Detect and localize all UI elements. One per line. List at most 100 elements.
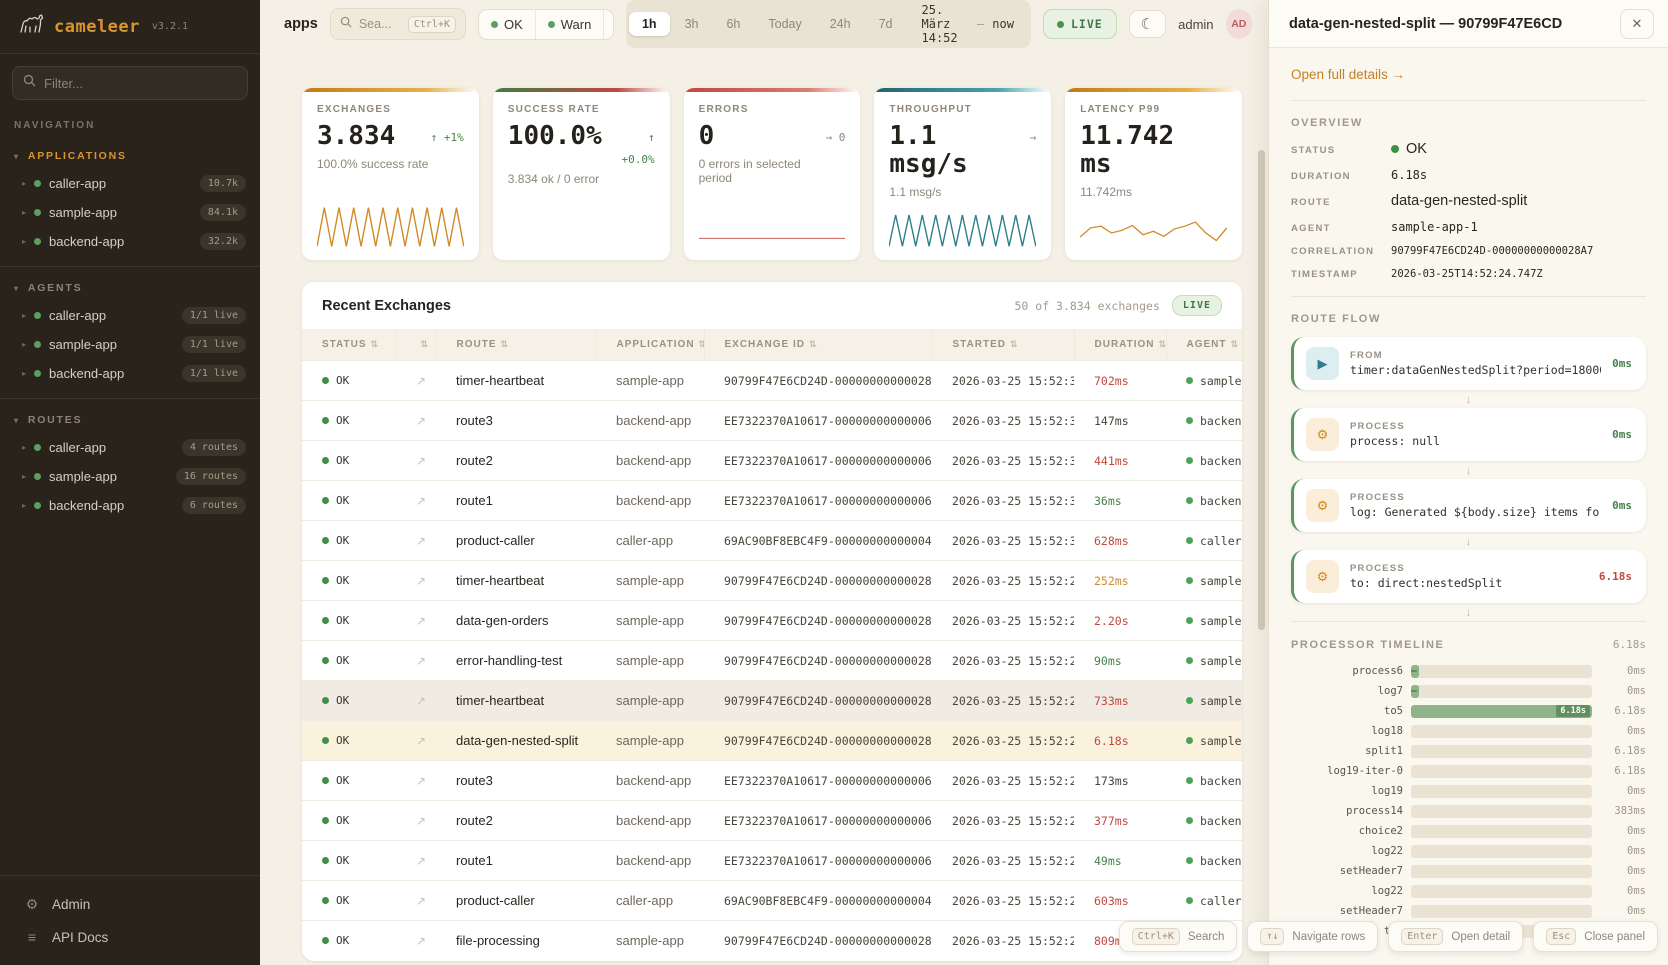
sidebar-item-agent[interactable]: ▸ caller-app 1/1 live [0,301,260,330]
timeline-row[interactable]: choice2 0ms [1291,821,1646,841]
table-row[interactable]: OK ↗ timer-heartbeat sample-app 90799F47… [302,360,1242,401]
ok-status-dot [322,497,329,504]
open-exchange-icon[interactable]: ↗ [416,374,427,388]
live-toggle-button[interactable]: LIVE [1042,9,1117,39]
timeline-row[interactable]: split1 6.18s [1291,741,1646,761]
open-full-details-link[interactable]: Open full details → [1291,67,1406,82]
route-flow-step[interactable]: ⚙ PROCESS process: null 0ms [1291,408,1646,461]
time-range-option[interactable]: 1h [628,12,670,36]
table-row[interactable]: OK ↗ timer-heartbeat sample-app 90799F47… [302,680,1242,721]
agent-status-dot [1186,657,1193,664]
open-exchange-icon[interactable]: ↗ [416,854,427,868]
sidebar-filter-input[interactable] [44,75,237,91]
timeline-row[interactable]: log7 0ms [1291,681,1646,701]
timeline-row[interactable]: process14 383ms [1291,801,1646,821]
sidebar-item-application[interactable]: ▸ sample-app 84.1k [0,198,260,227]
table-row[interactable]: OK ↗ data-gen-nested-split sample-app 90… [302,720,1242,761]
agent-label: backen [1200,493,1242,508]
table-row[interactable]: OK ↗ route2 backend-app EE7322370A10617-… [302,440,1242,481]
open-exchange-icon[interactable]: ↗ [416,414,427,428]
sidebar-item-application[interactable]: ▸ caller-app 10.7k [0,169,260,198]
timeline-row[interactable]: setHeader7 0ms [1291,861,1646,881]
section-header-applications[interactable]: ▾ APPLICATIONS [14,150,127,162]
avatar[interactable]: AD [1225,9,1252,39]
open-exchange-icon[interactable]: ↗ [416,734,427,748]
table-row[interactable]: OK ↗ file-processing sample-app 90799F47… [302,920,1242,961]
table-row[interactable]: OK ↗ timer-heartbeat sample-app 90799F47… [302,560,1242,601]
sort-icon: ⇅ [500,339,510,349]
sidebar-item-label: backend-app [49,234,125,249]
open-exchange-icon[interactable]: ↗ [416,894,427,908]
open-exchange-icon[interactable]: ↗ [416,814,427,828]
ok-status-dot [322,457,329,464]
date-range-display[interactable]: 25. März 14:52 — now [921,3,1014,45]
open-exchange-icon[interactable]: ↗ [416,494,427,508]
timeline-row[interactable]: process6 0ms [1291,661,1646,681]
col-agent[interactable]: AGENT ⇅ [1166,329,1242,361]
table-row[interactable]: OK ↗ route2 backend-app EE7322370A10617-… [302,800,1242,841]
open-exchange-icon[interactable]: ↗ [416,654,427,668]
agent-label: sample [1200,573,1242,588]
timeline-row[interactable]: setHeader7 0ms [1291,901,1646,921]
col-status[interactable]: STATUS ⇅ [302,329,397,361]
route-flow-step[interactable]: ▶ FROM timer:dataGenNestedSplit?period=1… [1291,337,1646,390]
open-exchange-icon[interactable]: ↗ [416,774,427,788]
time-range-option[interactable]: 6h [726,17,741,31]
col-started[interactable]: STARTED ⇅ [932,329,1075,361]
live-badge: 1/1 live [181,307,246,324]
close-panel-button[interactable]: ✕ [1620,8,1654,39]
table-row[interactable]: OK ↗ product-caller caller-app 69AC90BF8… [302,520,1242,561]
open-exchange-icon[interactable]: ↗ [416,934,427,949]
sidebar-item-agent[interactable]: ▸ sample-app 1/1 live [0,330,260,359]
date-from: 25. März 14:52 [921,3,958,45]
table-row[interactable]: OK ↗ error-handling-test sample-app 9079… [302,640,1242,681]
table-row[interactable]: OK ↗ route3 backend-app EE7322370A10617-… [302,400,1242,441]
status-filter[interactable]: Warn [534,9,604,39]
scrollbar-thumb[interactable] [1258,150,1265,630]
section-header-routes[interactable]: ▾ ROUTES [14,414,83,426]
table-row[interactable]: OK ↗ product-caller caller-app 69AC90BF8… [302,880,1242,921]
open-exchange-icon[interactable]: ↗ [416,614,427,628]
step-kind: FROM [1350,350,1383,361]
sidebar-item-route[interactable]: ▸ caller-app 4 routes [0,433,260,462]
api-docs-link[interactable]: ≡ API Docs [0,921,260,953]
open-exchange-icon[interactable]: ↗ [416,454,427,468]
open-exchange-icon[interactable]: ↗ [416,694,427,708]
timeline-row[interactable]: log18 0ms [1291,721,1646,741]
col-duration[interactable]: DURATION⇅ [1074,329,1167,361]
timeline-row[interactable]: log22 0ms [1291,841,1646,861]
col-exchange-id[interactable]: EXCHANGE ID ⇅ [704,329,933,361]
admin-link[interactable]: ⚙ Admin [25,896,91,912]
route-flow-step[interactable]: ⚙ PROCESS to: direct:nestedSplit 6.18s [1291,550,1646,603]
col-open[interactable]: ⇅ [396,329,437,361]
sidebar-filter[interactable] [12,66,248,100]
sidebar-item-route[interactable]: ▸ backend-app 6 routes [0,491,260,520]
table-row[interactable]: OK ↗ data-gen-orders sample-app 90799F47… [302,600,1242,641]
timeline-row[interactable]: log19 0ms [1291,781,1646,801]
col-route[interactable]: ROUTE ⇅ [436,329,597,361]
global-search[interactable]: Ctrl+K [329,8,466,40]
table-row[interactable]: OK ↗ route1 backend-app EE7322370A10617-… [302,480,1242,521]
sidebar-item-application[interactable]: ▸ backend-app 32.2k [0,227,260,256]
theme-toggle-button[interactable]: ☾ [1128,10,1167,38]
table-row[interactable]: OK ↗ route1 backend-app EE7322370A10617-… [302,840,1242,881]
timeline-row[interactable]: log19-iter-0 6.18s [1291,761,1646,781]
section-header-agents[interactable]: ▾ AGENTS [14,282,83,294]
route-flow-step[interactable]: ⚙ PROCESS log: Generated ${body.size} it… [1291,479,1646,532]
timeline-row[interactable]: log22 0ms [1291,881,1646,901]
sidebar-item-agent[interactable]: ▸ backend-app 1/1 live [0,359,260,388]
time-range-option[interactable]: 24h [829,17,851,31]
open-exchange-icon[interactable]: ↗ [416,574,427,588]
time-range-option[interactable]: Today [768,17,802,31]
search-input[interactable] [358,17,401,31]
sidebar-item-route[interactable]: ▸ sample-app 16 routes [0,462,260,491]
open-exchange-icon[interactable]: ↗ [416,534,427,548]
status-filter[interactable]: E [603,9,613,39]
status-filter[interactable]: OK [479,10,535,39]
timeline-track [1411,664,1592,678]
timeline-row[interactable]: to5 6.18s 6.18s [1291,701,1646,721]
table-row[interactable]: OK ↗ route3 backend-app EE7322370A10617-… [302,760,1242,801]
time-range-option[interactable]: 7d [878,17,893,31]
col-application[interactable]: APPLICATION⇅ [596,329,705,361]
time-range-option[interactable]: 3h [684,17,699,31]
